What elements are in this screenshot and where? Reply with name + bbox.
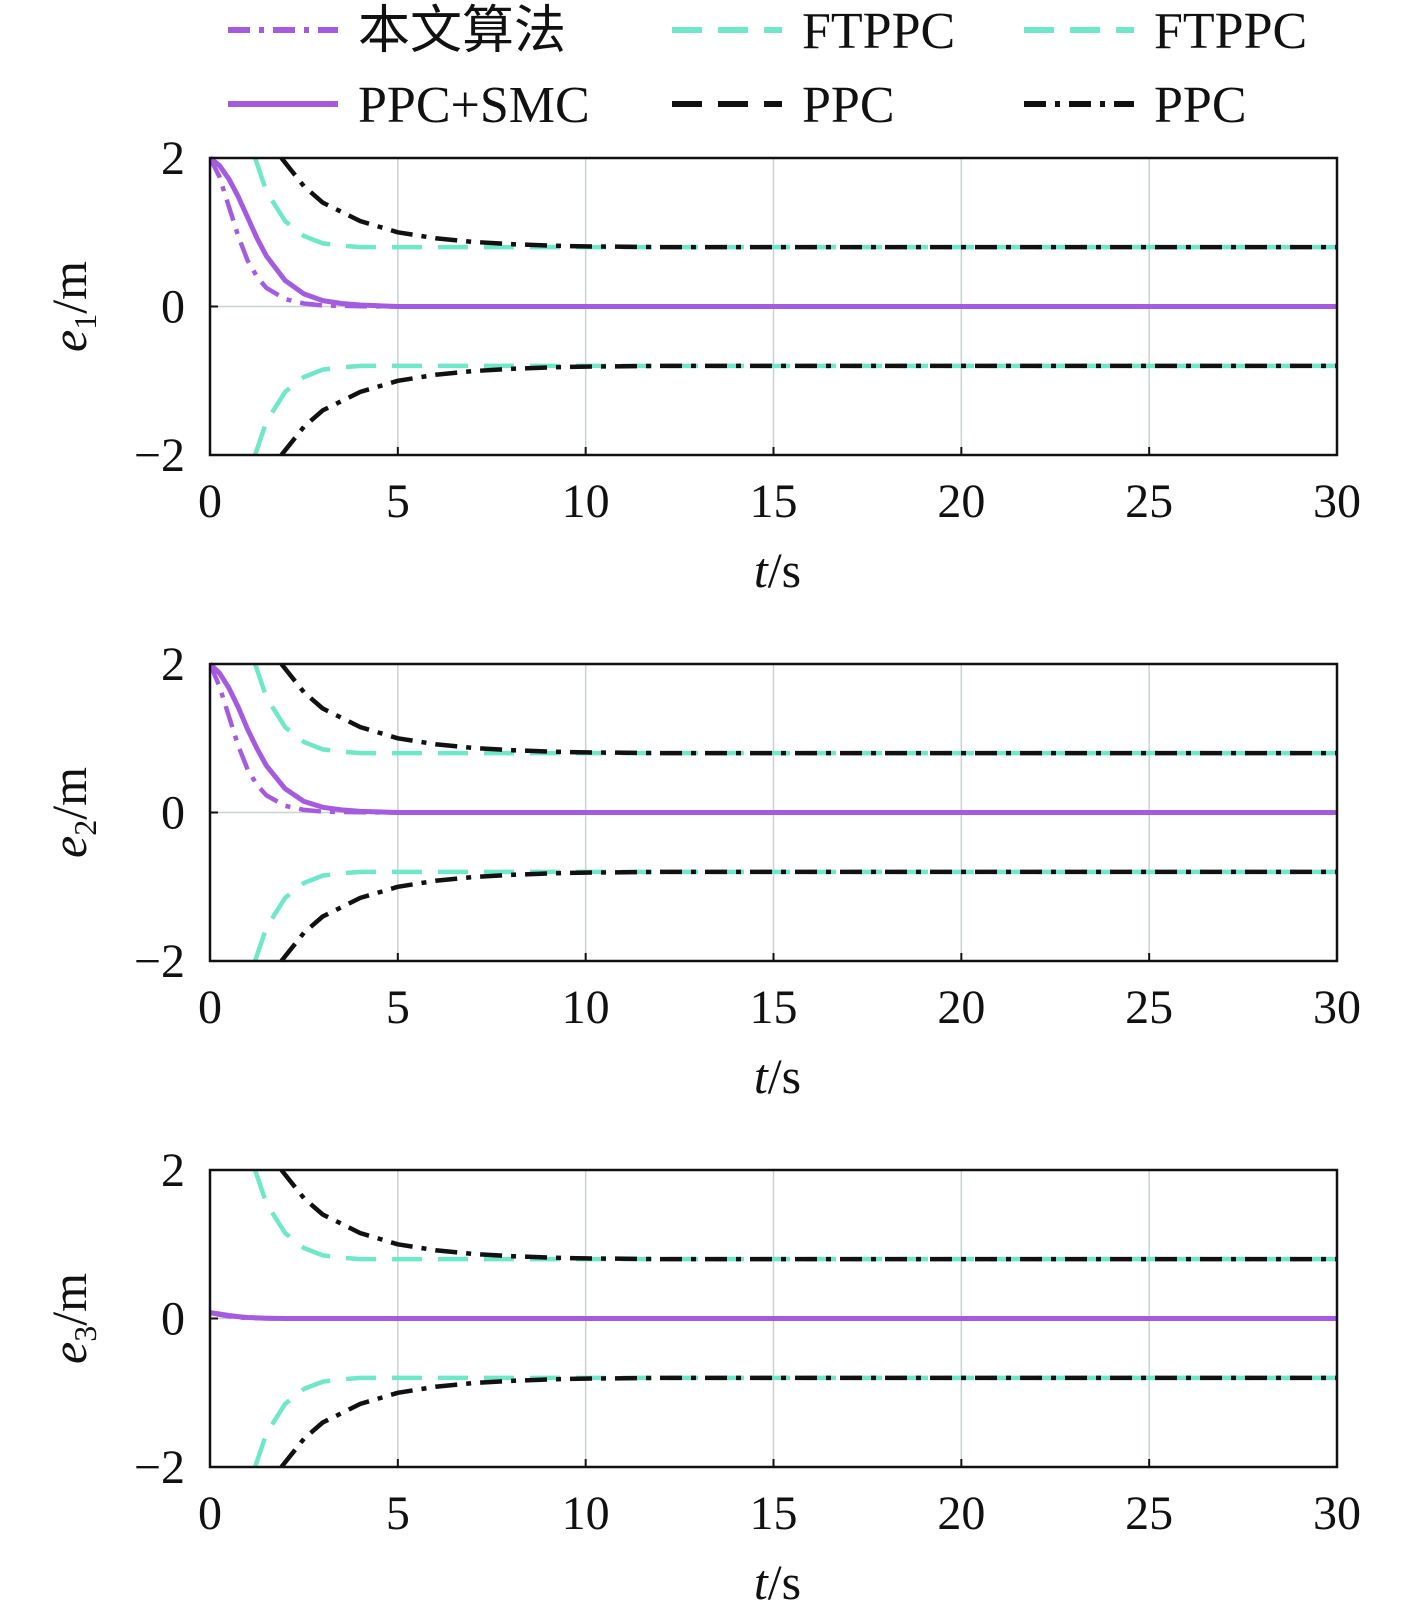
series-line — [210, 662, 1337, 815]
y-axis-label: e1/m — [41, 261, 103, 352]
x-tick-label: 5 — [386, 981, 410, 1034]
x-tick-label: 15 — [750, 475, 798, 528]
x-axis-var: t — [754, 1554, 769, 1610]
x-tick-label: 15 — [750, 981, 798, 1034]
series-line — [252, 869, 1337, 962]
x-tick-label: 10 — [562, 475, 610, 528]
series-line — [279, 869, 1337, 963]
series-line — [252, 363, 1337, 456]
series-line — [252, 1169, 1337, 1262]
x-tick-label: 30 — [1313, 981, 1361, 1034]
x-axis-var: t — [754, 1048, 769, 1104]
y-tick-label: 2 — [161, 132, 185, 185]
y-axis-var: e — [41, 836, 97, 858]
series-line — [279, 1375, 1337, 1469]
y-axis-label: e3/m — [41, 1273, 103, 1364]
x-tick-label: 25 — [1125, 981, 1173, 1034]
x-axis-label: t/s — [754, 542, 801, 598]
x-tick-label: 30 — [1313, 475, 1361, 528]
series-line — [252, 1375, 1337, 1468]
y-axis-unit: /m — [41, 767, 97, 820]
legend-entry: PPC+SMC — [228, 77, 590, 134]
x-tick-label: 25 — [1125, 1487, 1173, 1540]
y-tick-label: 0 — [161, 787, 185, 840]
y-tick-label: 2 — [161, 638, 185, 691]
x-tick-label: 10 — [562, 981, 610, 1034]
legend-entry: 本文算法 — [228, 3, 566, 60]
x-axis-unit: /s — [768, 1554, 801, 1610]
y-tick-label: −2 — [134, 429, 185, 482]
series-line — [279, 662, 1337, 756]
x-axis-label: t/s — [754, 1048, 801, 1104]
legend-label: PPC — [1154, 77, 1247, 134]
y-axis-subscript: 1 — [67, 314, 103, 330]
y-tick-label: 0 — [161, 1293, 185, 1346]
x-tick-label: 5 — [386, 475, 410, 528]
y-axis-label: e2/m — [41, 767, 103, 858]
x-tick-label: 20 — [937, 1487, 985, 1540]
x-tick-label: 30 — [1313, 1487, 1361, 1540]
y-axis-subscript: 3 — [67, 1326, 103, 1342]
legend-entry: PPC — [672, 77, 895, 134]
legend-label: PPC — [802, 77, 895, 134]
legend-label: FTPPC — [1154, 3, 1307, 60]
series-line — [252, 663, 1337, 756]
x-tick-label: 5 — [386, 1487, 410, 1540]
y-tick-label: 2 — [161, 1144, 185, 1197]
x-tick-label: 25 — [1125, 475, 1173, 528]
series-line — [210, 156, 1337, 309]
legend-entry: PPC — [1024, 77, 1247, 134]
series-line — [279, 1168, 1337, 1262]
y-axis-var: e — [41, 330, 97, 352]
y-axis-unit: /m — [41, 1273, 97, 1326]
x-tick-label: 0 — [198, 475, 222, 528]
y-axis-var: e — [41, 1342, 97, 1364]
x-axis-unit: /s — [768, 542, 801, 598]
x-tick-label: 0 — [198, 1487, 222, 1540]
x-axis-var: t — [754, 542, 769, 598]
legend-entry: FTPPC — [672, 3, 955, 60]
y-axis-unit: /m — [41, 261, 97, 314]
series-line — [279, 363, 1337, 457]
x-tick-label: 20 — [937, 475, 985, 528]
legend-label: 本文算法 — [358, 3, 566, 60]
x-tick-label: 0 — [198, 981, 222, 1034]
series-line — [279, 156, 1337, 250]
series-line — [210, 1310, 1337, 1321]
series-line — [252, 157, 1337, 250]
legend-entry: FTPPC — [1024, 3, 1307, 60]
legend-label: PPC+SMC — [358, 77, 590, 134]
legend: 本文算法 FTPPC FTPPC PPC+SMC PPC PPC — [228, 3, 1307, 134]
x-axis-unit: /s — [768, 1048, 801, 1104]
y-axis-subscript: 2 — [67, 820, 103, 836]
series-group — [210, 156, 1337, 457]
y-tick-label: −2 — [134, 1441, 185, 1494]
x-tick-label: 15 — [750, 1487, 798, 1540]
series-group — [210, 662, 1337, 963]
x-axis-label: t/s — [754, 1554, 801, 1610]
x-tick-label: 20 — [937, 981, 985, 1034]
y-tick-label: −2 — [134, 935, 185, 988]
y-tick-label: 0 — [161, 281, 185, 334]
legend-label: FTPPC — [802, 3, 955, 60]
x-tick-label: 10 — [562, 1487, 610, 1540]
series-group — [210, 1168, 1337, 1469]
